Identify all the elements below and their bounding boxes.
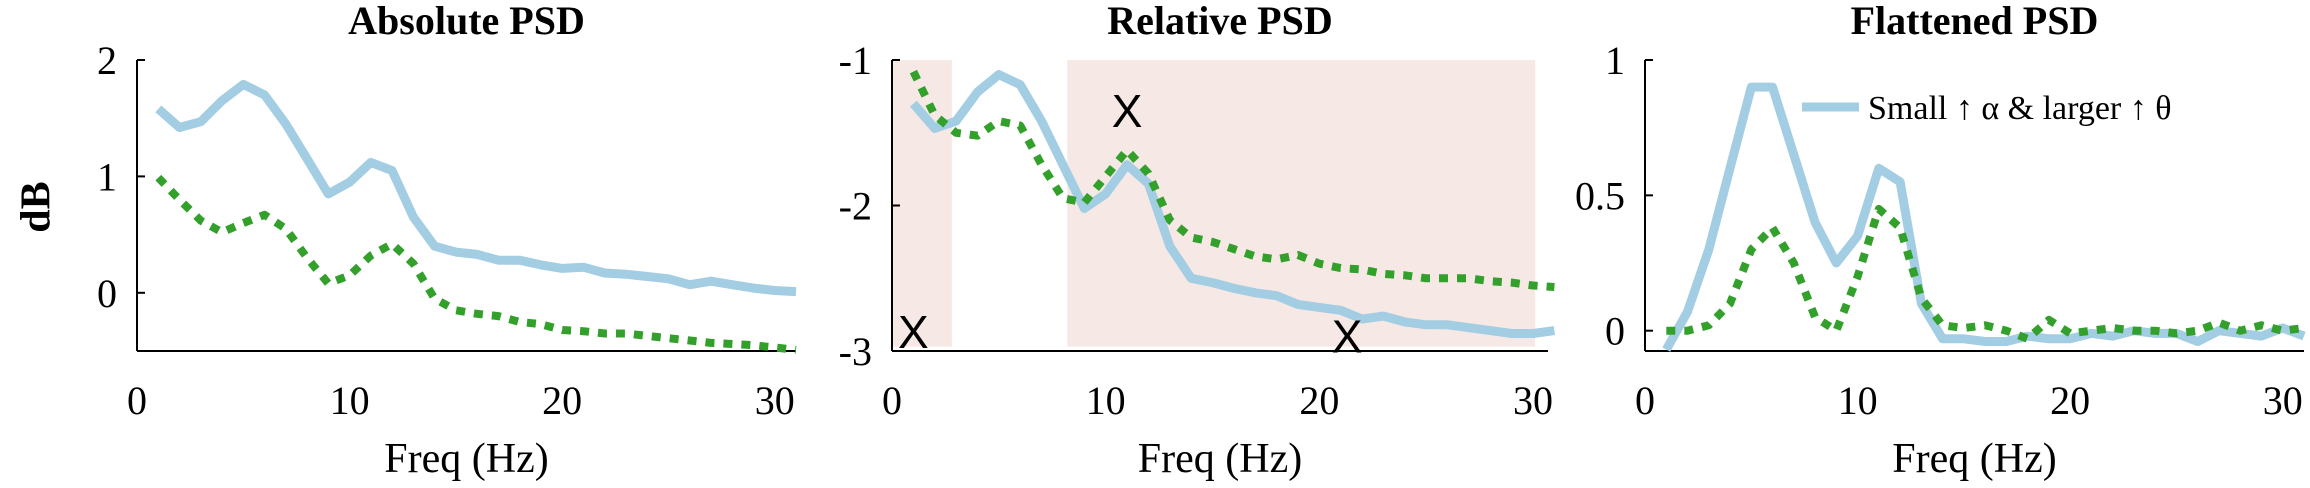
annotation-marker: X bbox=[1332, 310, 1363, 362]
y-tick-label: 0 bbox=[1605, 309, 1625, 354]
shaded-region bbox=[1067, 60, 1536, 347]
series-line-comparison bbox=[155, 174, 797, 354]
chart-title: Relative PSD bbox=[1107, 0, 1333, 43]
series-line-comparison bbox=[1666, 204, 2305, 343]
y-axis-label: dB bbox=[14, 181, 60, 232]
x-tick-label: 30 bbox=[755, 378, 795, 423]
y-tick-label: 0.5 bbox=[1575, 173, 1625, 218]
y-tick-label: -1 bbox=[839, 38, 872, 83]
x-axis-label: Freq (Hz) bbox=[1138, 436, 1302, 482]
y-tick-label: 2 bbox=[97, 38, 117, 83]
series-line-small-alpha-larger-theta bbox=[155, 79, 797, 297]
x-tick-label: 20 bbox=[1299, 378, 1339, 423]
x-tick-label: 30 bbox=[1513, 378, 1553, 423]
series-line-comparison bbox=[909, 69, 1555, 291]
shaded-region bbox=[892, 60, 952, 347]
x-axis-label: Freq (Hz) bbox=[1892, 436, 2056, 482]
y-tick-label: -2 bbox=[839, 184, 872, 229]
x-tick-label: 0 bbox=[127, 378, 147, 423]
legend: Small ↑ α & larger ↑ θ bbox=[1802, 90, 2172, 127]
x-tick-label: 0 bbox=[1635, 378, 1655, 423]
x-tick-label: 10 bbox=[1086, 378, 1126, 423]
y-tick-label: 1 bbox=[1605, 38, 1625, 83]
y-tick-label: -3 bbox=[839, 329, 872, 374]
series-line-small-alpha-larger-theta bbox=[1662, 82, 2306, 352]
annotation-marker: X bbox=[898, 306, 929, 358]
x-tick-label: 10 bbox=[330, 378, 370, 423]
y-tick-label: 0 bbox=[97, 271, 117, 316]
x-tick-label: 0 bbox=[882, 378, 902, 423]
x-tick-label: 20 bbox=[542, 378, 582, 423]
x-axis-label: Freq (Hz) bbox=[384, 436, 548, 482]
x-tick-label: 10 bbox=[1838, 378, 1878, 423]
y-tick-label: 1 bbox=[97, 154, 117, 199]
series-line-small-alpha-larger-theta bbox=[909, 70, 1556, 338]
annotation-marker: X bbox=[1112, 85, 1143, 137]
panel-2: Relative PSD -1 -2 -30 10 20 30 Freq (Hz) X X X bbox=[839, 0, 1556, 482]
legend-label: Small ↑ α & larger ↑ θ bbox=[1868, 90, 2172, 127]
x-tick-label: 30 bbox=[2263, 378, 2303, 423]
chart-title: Absolute PSD bbox=[348, 0, 585, 43]
x-tick-label: 20 bbox=[2050, 378, 2090, 423]
chart-title: Flattened PSD bbox=[1851, 0, 2099, 43]
